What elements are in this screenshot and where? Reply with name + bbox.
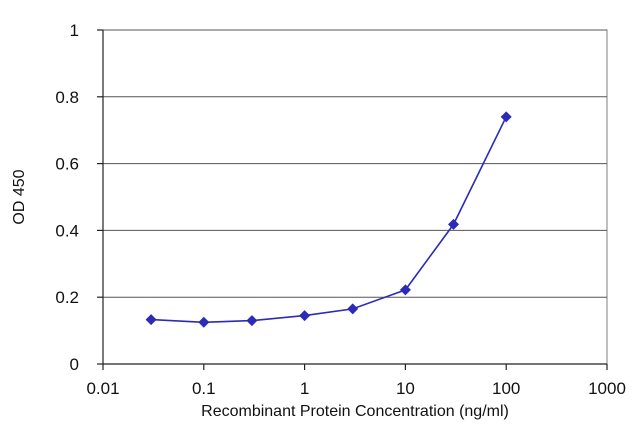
series-line xyxy=(151,116,507,324)
data-point xyxy=(347,303,359,315)
x-tick-label: 100 xyxy=(492,379,520,398)
x-tick-label: 0.01 xyxy=(86,379,119,398)
x-tick-label: 1 xyxy=(300,379,309,398)
x-tick-label: 10 xyxy=(396,379,415,398)
y-tick-label: 0.8 xyxy=(55,88,79,107)
x-ticks: 0.01 0.1 1 10 100 1000 xyxy=(86,364,626,398)
x-tick-label: 1000 xyxy=(588,379,626,398)
y-tick-label: 0.6 xyxy=(55,155,79,174)
y-tick-label: 0.2 xyxy=(55,288,79,307)
data-point xyxy=(500,111,512,123)
plot-area xyxy=(102,29,608,365)
y-tick-label: 0 xyxy=(70,355,79,374)
x-axis-title: Recombinant Protein Concentration (ng/ml… xyxy=(201,403,509,420)
series-layer xyxy=(145,111,512,328)
y-tick-label: 0.4 xyxy=(55,221,79,240)
y-ticks: 0 0.2 0.4 0.6 0.8 1 xyxy=(55,21,103,374)
y-tick-label: 1 xyxy=(70,21,79,40)
data-point xyxy=(299,310,311,322)
data-point xyxy=(399,284,411,296)
y-axis-title: OD 450 xyxy=(11,169,28,224)
gridlines xyxy=(103,29,607,298)
x-tick-label: 0.1 xyxy=(192,379,216,398)
data-point xyxy=(246,315,258,327)
data-point xyxy=(145,314,157,326)
data-point xyxy=(447,218,459,230)
axes xyxy=(102,30,607,365)
data-point xyxy=(198,316,210,328)
